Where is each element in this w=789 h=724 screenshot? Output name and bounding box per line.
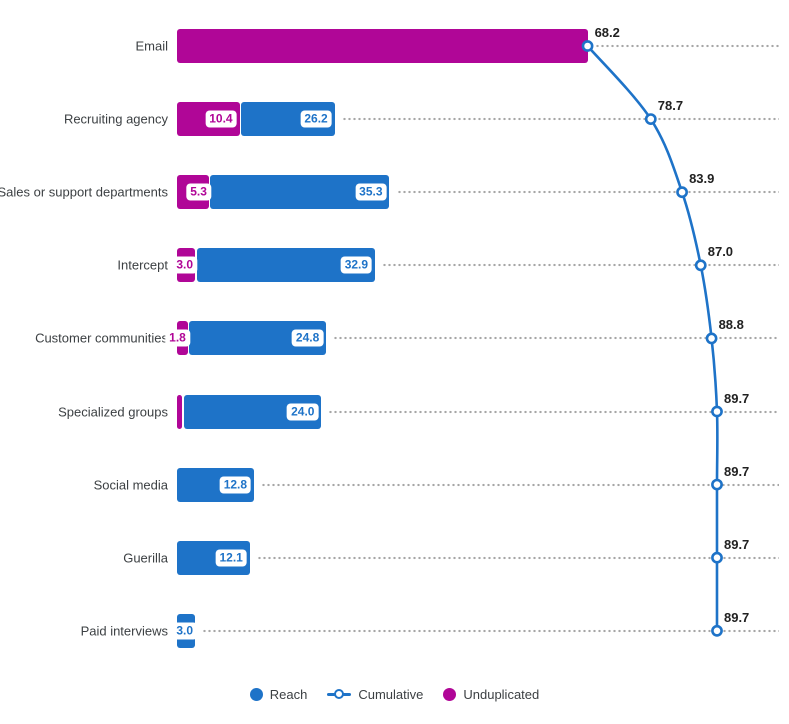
bar-unduplicated[interactable] (177, 394, 183, 429)
category-label: Intercept (117, 257, 168, 273)
category-label: Sales or support departments (0, 184, 168, 200)
category-label: Customer communities (35, 330, 168, 346)
reach-swatch-icon (249, 687, 263, 701)
row-leader-line (328, 410, 779, 413)
cumulative-value-label: 89.7 (723, 609, 750, 625)
row-leader-line (202, 629, 779, 633)
row-leader-line (396, 190, 779, 194)
cumulative-value-label: 68.2 (594, 25, 620, 40)
bar-value-badge: 26.2 (300, 110, 332, 128)
cumulative-marker[interactable] (711, 478, 723, 491)
cumulative-swatch-icon (327, 688, 352, 701)
cumulative-marker[interactable] (694, 259, 707, 272)
cumulative-value-label: 88.8 (718, 317, 744, 333)
cumulative-marker[interactable] (644, 113, 657, 125)
cumulative-value-label: 89.7 (723, 390, 750, 406)
cumulative-value-label: 89.7 (723, 463, 750, 479)
category-label: Email (135, 38, 168, 54)
cumulative-marker[interactable] (711, 405, 723, 418)
cumulative-marker[interactable] (711, 624, 723, 637)
row-leader-line (594, 44, 779, 48)
bar-value-badge: 32.9 (340, 256, 373, 274)
unduplicated-swatch-icon (443, 687, 457, 701)
cumulative-value-label: 83.9 (689, 171, 715, 187)
cumulative-value-label: 89.7 (723, 536, 750, 552)
bar-value-badge: 5.3 (186, 183, 211, 201)
cumulative-marker[interactable] (581, 40, 594, 52)
category-label: Recruiting agency (63, 111, 168, 127)
bar-value-badge: 1.8 (165, 329, 190, 347)
category-label: Paid interviews (80, 623, 168, 639)
cumulative-marker[interactable] (676, 186, 688, 199)
legend-item-reach[interactable]: Reach (249, 686, 308, 702)
bar-value-badge: 24.0 (287, 403, 319, 420)
legend-label-unduplicated: Unduplicated (463, 686, 540, 702)
bar-value-badge: 10.4 (205, 110, 237, 128)
cumulative-value-label: 87.0 (707, 244, 734, 260)
row-leader-line (382, 263, 779, 267)
legend-item-cumulative[interactable]: Cumulative (327, 687, 423, 702)
chart-legend: Reach Cumulative Unduplicated (0, 681, 789, 707)
legend-label-cumulative: Cumulative (358, 686, 424, 702)
category-label: Guerilla (123, 550, 168, 566)
category-label: Social media (93, 477, 168, 493)
bar-value-badge: 3.0 (172, 622, 198, 640)
bar-value-badge: 12.8 (219, 476, 252, 494)
row-leader-line (333, 336, 779, 340)
row-leader-line (341, 117, 779, 121)
cumulative-value-label: 78.7 (657, 98, 684, 114)
bar-value-badge: 3.0 (172, 256, 198, 274)
category-label: Specialized groups (58, 404, 168, 419)
row-leader-line (256, 556, 779, 560)
legend-item-unduplicated[interactable]: Unduplicated (443, 687, 539, 702)
bar-value-badge: 24.8 (291, 329, 324, 347)
cumulative-marker[interactable] (705, 332, 718, 345)
bar-value-badge: 12.1 (215, 549, 247, 567)
legend-label-reach: Reach (269, 686, 308, 702)
cumulative-marker[interactable] (711, 551, 723, 564)
row-leader-line (261, 483, 779, 487)
bar-unduplicated[interactable] (177, 29, 588, 63)
bar-value-badge: 35.3 (355, 183, 387, 201)
